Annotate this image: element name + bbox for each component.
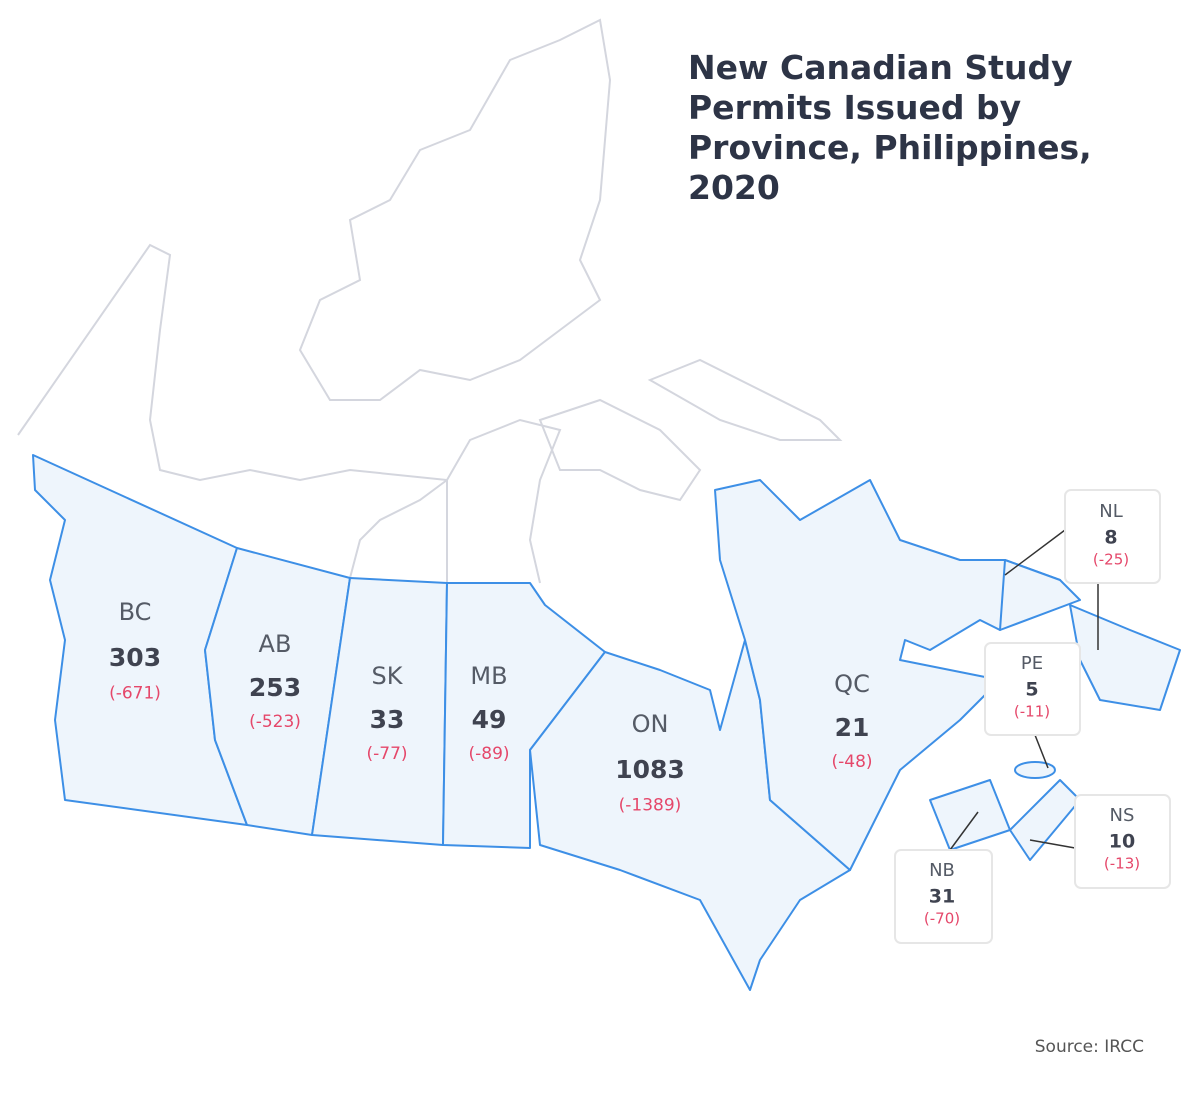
province-abbr: ON bbox=[632, 710, 669, 738]
province-abbr: MB bbox=[470, 662, 507, 690]
nb bbox=[929, 779, 1011, 851]
callout-box bbox=[894, 849, 993, 944]
baffin-south bbox=[538, 398, 702, 502]
province-abbr: NL bbox=[1099, 501, 1123, 522]
province-value: 303 bbox=[109, 643, 161, 672]
leader-line bbox=[1029, 839, 1076, 849]
labels: BC 303 (-671) AB 253 (-523) SK 33 (-77) MB 49 (-89)… bbox=[109, 501, 1140, 928]
nl-labrador bbox=[999, 559, 1081, 631]
callout-box bbox=[1064, 489, 1161, 584]
qc bbox=[714, 479, 1061, 871]
callout-box bbox=[1074, 794, 1171, 889]
leader-line bbox=[1004, 529, 1066, 576]
baffin-east bbox=[647, 358, 843, 441]
province-value: 33 bbox=[370, 705, 405, 734]
province-change: (-77) bbox=[366, 744, 407, 764]
province-change: (-523) bbox=[249, 712, 301, 732]
territories bbox=[17, 18, 843, 584]
province-value: 49 bbox=[472, 705, 507, 734]
province-abbr: BC bbox=[119, 598, 152, 626]
province-abbr: PE bbox=[1021, 653, 1043, 674]
ns bbox=[1009, 779, 1081, 861]
province-change: (-48) bbox=[831, 752, 872, 772]
province-abbr: NB bbox=[929, 860, 955, 881]
province-value: 21 bbox=[835, 713, 870, 742]
province-change: (-25) bbox=[1093, 551, 1129, 569]
callouts bbox=[894, 489, 1171, 944]
province-abbr: NS bbox=[1110, 805, 1135, 826]
province-value: 253 bbox=[249, 673, 301, 702]
province-change: (-89) bbox=[468, 744, 509, 764]
pe bbox=[1014, 761, 1056, 779]
provinces bbox=[32, 454, 1181, 991]
leader-line bbox=[949, 811, 979, 851]
province-change: (-1389) bbox=[619, 796, 682, 816]
province-value: 5 bbox=[1025, 679, 1038, 701]
nl-island bbox=[1069, 604, 1181, 711]
province-value: 1083 bbox=[615, 755, 685, 784]
leader-line bbox=[1034, 734, 1049, 769]
province-value: 10 bbox=[1109, 831, 1135, 853]
arctic-islands bbox=[298, 18, 612, 401]
nwt-nunavut bbox=[349, 479, 448, 579]
callout-box bbox=[984, 642, 1081, 736]
province-abbr: SK bbox=[372, 662, 404, 690]
province-change: (-671) bbox=[109, 684, 161, 704]
province-value: 8 bbox=[1104, 527, 1117, 549]
province-abbr: QC bbox=[834, 670, 870, 698]
source: Source: IRCC bbox=[1034, 1037, 1144, 1057]
on bbox=[529, 639, 851, 991]
province-value: 31 bbox=[929, 886, 955, 908]
hudson-coast bbox=[446, 418, 562, 584]
yukon-nwt-border bbox=[17, 243, 448, 583]
province-change: (-13) bbox=[1104, 855, 1140, 873]
province-abbr: AB bbox=[259, 630, 292, 658]
title: New Canadian Study Permits Issued by Pro… bbox=[688, 48, 1092, 207]
province-change: (-70) bbox=[924, 910, 960, 928]
province-change: (-11) bbox=[1014, 703, 1050, 721]
